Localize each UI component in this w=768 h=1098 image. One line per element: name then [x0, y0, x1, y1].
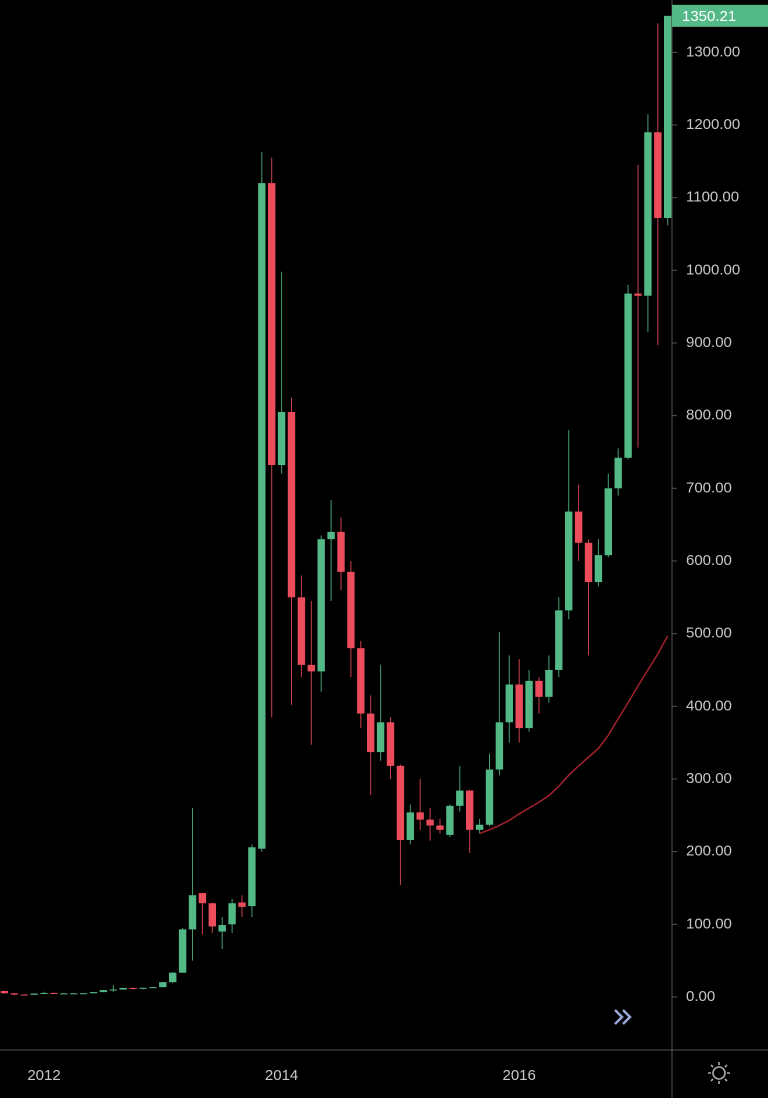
- candle-body: [149, 987, 157, 989]
- y-tick-label: 100.00: [686, 915, 732, 932]
- candle-body: [535, 680, 543, 697]
- candle-body: [574, 511, 583, 543]
- x-tick-label: 2012: [27, 1067, 60, 1084]
- candle-body: [426, 819, 434, 826]
- candle-body: [604, 488, 612, 556]
- candle-body: [317, 539, 325, 672]
- candle-body: [357, 648, 365, 714]
- candle-body: [79, 993, 88, 995]
- settings-icon[interactable]: [708, 1062, 730, 1084]
- candle-body: [307, 664, 315, 672]
- candle-body: [367, 713, 375, 753]
- candle-body: [169, 972, 177, 983]
- candle-body: [30, 993, 38, 995]
- candle-body: [505, 684, 513, 723]
- candle-body: [376, 722, 385, 753]
- candle-body: [198, 893, 207, 904]
- candle-body: [50, 992, 58, 994]
- y-tick-label: 1300.00: [686, 43, 740, 60]
- candle-body: [129, 987, 137, 989]
- candle-body: [555, 610, 563, 670]
- y-tick-label: 1000.00: [686, 261, 740, 278]
- candle-body: [614, 457, 622, 489]
- candle-body: [594, 555, 603, 583]
- candle-body: [406, 812, 414, 840]
- candle-body: [584, 542, 593, 583]
- candle-body: [139, 987, 147, 989]
- candle-body: [337, 531, 345, 572]
- candle-body: [99, 990, 108, 993]
- candle-body: [416, 812, 424, 820]
- candle-body: [109, 989, 117, 991]
- candle-body: [287, 412, 296, 598]
- candle-body: [20, 994, 28, 996]
- candle-body: [188, 895, 197, 930]
- scroll-to-latest[interactable]: [614, 1009, 632, 1025]
- y-tick-label: 1100.00: [686, 189, 739, 206]
- candle-body: [347, 571, 355, 649]
- candle-body: [218, 925, 226, 932]
- candle-body: [159, 982, 167, 988]
- candle-body: [70, 993, 78, 995]
- y-tick-label: 700.00: [686, 479, 732, 496]
- y-tick-label: 500.00: [686, 625, 732, 642]
- candle-body: [664, 15, 672, 218]
- candle-body: [436, 825, 444, 830]
- candle-body: [178, 929, 187, 973]
- candle-body: [495, 722, 504, 770]
- candle-body: [624, 293, 632, 458]
- x-tick-label: 2014: [265, 1067, 298, 1084]
- candle-body: [485, 769, 494, 825]
- candle-body: [386, 722, 395, 766]
- last-price-label: 1350.21: [682, 8, 736, 25]
- y-tick-label: 0.00: [686, 988, 715, 1005]
- candle-body: [89, 992, 98, 994]
- candle-body: [0, 990, 9, 994]
- candle-body: [119, 987, 127, 990]
- candle-body: [475, 824, 484, 830]
- candle-body: [40, 992, 48, 994]
- candle-body: [515, 684, 523, 729]
- candle-body: [396, 765, 405, 840]
- candle-body: [268, 183, 276, 466]
- candle-body: [297, 597, 306, 665]
- candle-body: [10, 993, 18, 995]
- candle-body: [545, 669, 553, 697]
- y-tick-label: 400.00: [686, 697, 732, 714]
- candle-body: [248, 847, 256, 907]
- candle-body: [644, 132, 652, 296]
- candle-body: [327, 531, 335, 540]
- candle-body: [634, 293, 642, 296]
- candle-body: [446, 805, 454, 835]
- candle-body: [60, 993, 68, 995]
- last-price-box: [672, 4, 768, 27]
- moving-average-line: [479, 635, 669, 835]
- y-tick-label: 300.00: [686, 770, 732, 787]
- x-tick-label: 2016: [503, 1067, 536, 1084]
- candle-body: [238, 902, 246, 907]
- y-tick-label: 200.00: [686, 843, 732, 860]
- candle-body: [456, 790, 464, 806]
- y-tick-label: 1200.00: [686, 116, 740, 133]
- candle-body: [208, 903, 216, 927]
- candle-body: [258, 183, 266, 849]
- y-tick-label: 600.00: [686, 552, 732, 569]
- candle-body: [277, 412, 286, 466]
- candle-body: [466, 790, 474, 830]
- candle-body: [525, 680, 533, 729]
- y-tick-label: 800.00: [686, 407, 732, 424]
- candle-body: [228, 903, 236, 925]
- candle-body: [565, 511, 573, 611]
- y-tick-label: 900.00: [686, 334, 732, 351]
- candle-body: [654, 132, 662, 218]
